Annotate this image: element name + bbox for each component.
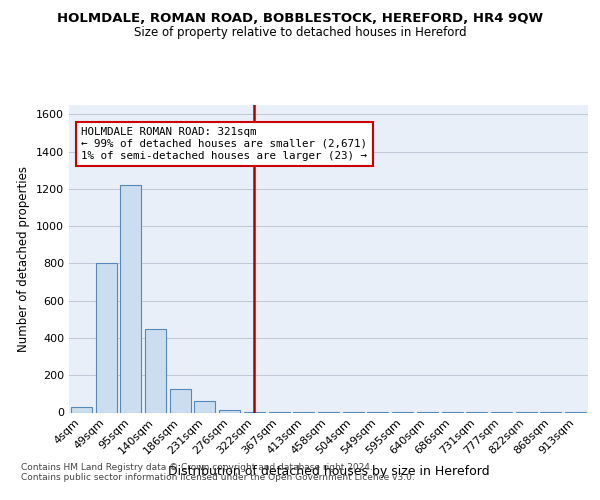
Bar [145, 328, 166, 412]
Bar [219, 410, 240, 412]
Bar [170, 389, 191, 412]
Bar [120, 185, 141, 412]
X-axis label: Distribution of detached houses by size in Hereford: Distribution of detached houses by size … [167, 464, 490, 477]
Bar [71, 407, 92, 412]
Text: Size of property relative to detached houses in Hereford: Size of property relative to detached ho… [134, 26, 466, 39]
Bar [194, 402, 215, 412]
Text: Contains HM Land Registry data © Crown copyright and database right 2024.: Contains HM Land Registry data © Crown c… [21, 462, 373, 471]
Text: HOLMDALE, ROMAN ROAD, BOBBLESTOCK, HEREFORD, HR4 9QW: HOLMDALE, ROMAN ROAD, BOBBLESTOCK, HEREF… [57, 12, 543, 26]
Text: HOLMDALE ROMAN ROAD: 321sqm
← 99% of detached houses are smaller (2,671)
1% of s: HOLMDALE ROMAN ROAD: 321sqm ← 99% of det… [82, 128, 367, 160]
Text: Contains public sector information licensed under the Open Government Licence v3: Contains public sector information licen… [21, 472, 415, 482]
Bar [95, 264, 116, 412]
Y-axis label: Number of detached properties: Number of detached properties [17, 166, 31, 352]
